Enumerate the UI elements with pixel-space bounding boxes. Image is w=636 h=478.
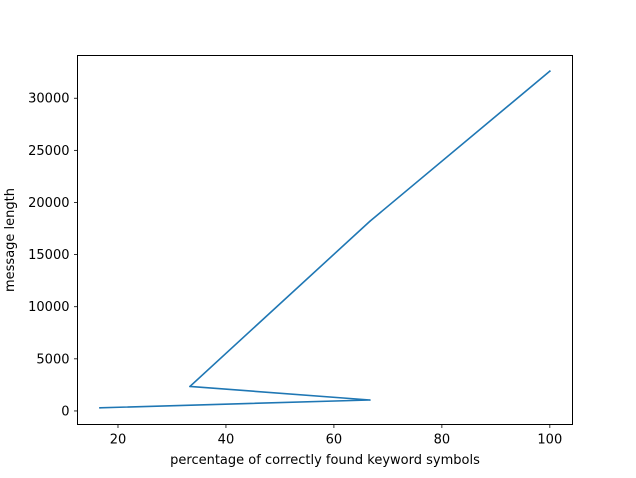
x-tick-label: 20 [110, 433, 127, 448]
x-axis-label: percentage of correctly found keyword sy… [170, 453, 480, 468]
y-tick-label: 10000 [28, 300, 69, 315]
plot-layer [99, 70, 551, 409]
x-tick-label: 60 [326, 433, 343, 448]
y-tick-label: 25000 [28, 144, 69, 159]
y-axis-label: message length [3, 188, 18, 292]
data-point [549, 70, 551, 72]
data-point [369, 220, 371, 223]
data-point [369, 399, 371, 401]
y-tick-label: 15000 [28, 248, 69, 263]
y-tick-label: 30000 [28, 92, 69, 107]
data-point [99, 407, 101, 409]
data-point [189, 385, 191, 388]
x-tick-label: 40 [218, 433, 235, 448]
y-tick-label: 0 [61, 404, 69, 419]
y-tick-label: 5000 [36, 352, 69, 367]
ticks-layer: 20 40 60 80 100 0 5000 10000 15000 20000 25000 3000… [28, 92, 562, 448]
x-tick-label: 100 [537, 433, 562, 448]
plot-frame [77, 55, 573, 425]
y-tick-label: 20000 [28, 196, 69, 211]
x-tick-label: 80 [434, 433, 451, 448]
